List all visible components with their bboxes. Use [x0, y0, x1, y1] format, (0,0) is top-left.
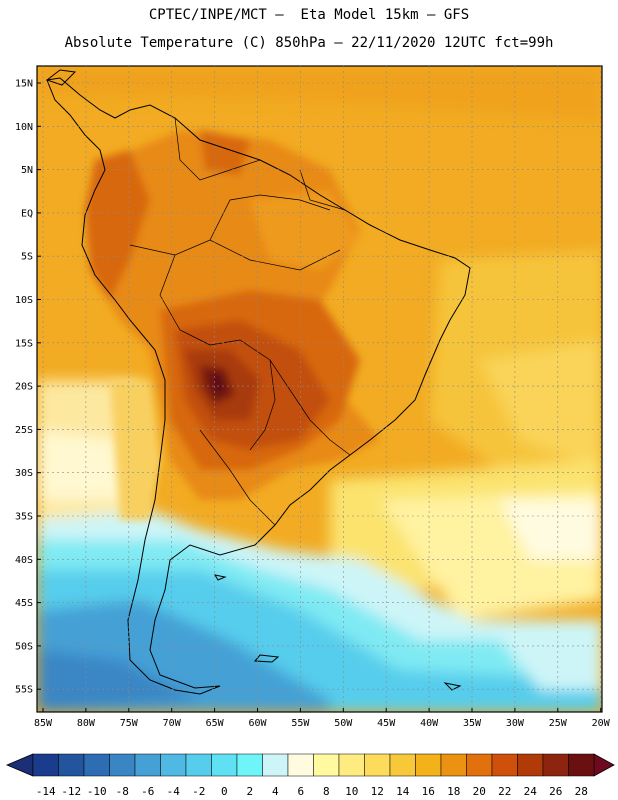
colorbar-swatch	[134, 753, 161, 777]
colorbar-swatch	[262, 753, 289, 777]
colorbar-left-arrow	[5, 753, 34, 777]
colorbar-label: -2	[192, 785, 205, 798]
lat-label: 15S	[15, 338, 33, 349]
coastline-outline	[45, 69, 471, 695]
temperature-field	[37, 66, 602, 712]
lon-label: 25W	[549, 718, 568, 729]
colorbar-label: 2	[246, 785, 253, 798]
lat-lon-gridlines	[37, 66, 602, 712]
lat-label: 5S	[21, 252, 33, 263]
lon-label: 20W	[592, 718, 611, 729]
colorbar-swatch	[58, 753, 85, 777]
lon-label: 30W	[506, 718, 525, 729]
chart-title-line-1: CPTEC/INPE/MCT – Eta Model 15km – GFS	[148, 7, 470, 23]
lat-label: 15N	[15, 79, 33, 90]
lat-label: 5N	[21, 165, 33, 176]
lat-label: 35S	[15, 512, 33, 523]
latitude-axis: 15N 10N 5N EQ 5S 10S 15S 20S 25S 30S 35S 40S 45S 50S 5…	[15, 79, 41, 696]
lat-label: 45S	[15, 598, 33, 609]
colorbar-swatch	[440, 753, 467, 777]
colorbar-label: 18	[447, 785, 460, 798]
lon-label: 60W	[248, 718, 267, 729]
lat-label: 20S	[15, 382, 33, 393]
colorbar-swatch	[211, 753, 238, 777]
colorbar-swatch	[109, 753, 136, 777]
lat-label: 55S	[15, 685, 33, 696]
longitude-axis: 85W 80W 75W 70W 65W 60W 55W 50W 45W 40W 35W 30W 25W 2…	[34, 708, 611, 729]
colorbar-label: -12	[61, 785, 81, 798]
colorbar-swatch	[32, 753, 59, 777]
colorbar: -14 -12 -10 -8 -6 -4 -2 0 2 4 6 8 10 12 14 16 18 20 22 24 26…	[5, 753, 615, 798]
colorbar-label: 14	[396, 785, 410, 798]
colorbar-label: 24	[524, 785, 538, 798]
lon-label: 80W	[77, 718, 96, 729]
lon-label: 55W	[291, 718, 310, 729]
colorbar-label: 10	[345, 785, 358, 798]
colorbar-label: 20	[473, 785, 486, 798]
lat-label: EQ	[21, 208, 33, 219]
colorbar-swatch	[364, 753, 391, 777]
colorbar-label: 12	[371, 785, 384, 798]
colorbar-label: 0	[221, 785, 228, 798]
colorbar-swatch	[568, 753, 595, 777]
colorbar-swatch	[389, 753, 416, 777]
country-borders	[129, 117, 351, 526]
colorbar-swatch	[542, 753, 569, 777]
colorbar-label: 26	[549, 785, 562, 798]
lat-label: 30S	[15, 468, 33, 479]
lon-label: 50W	[334, 718, 353, 729]
colorbar-swatch	[313, 753, 340, 777]
plot-frame	[36, 65, 603, 713]
lat-label: 25S	[15, 425, 33, 436]
lat-label: 40S	[15, 555, 33, 566]
colorbar-swatch	[236, 753, 263, 777]
lon-label: 40W	[420, 718, 439, 729]
colorbar-label: -6	[141, 785, 154, 798]
lat-label: 50S	[15, 641, 33, 652]
colorbar-label: 4	[272, 785, 279, 798]
colorbar-swatch	[185, 753, 212, 777]
colorbar-label: 8	[323, 785, 330, 798]
colorbar-label: -4	[167, 785, 181, 798]
colorbar-label: -10	[87, 785, 107, 798]
colorbar-swatch	[83, 753, 110, 777]
colorbar-swatch	[491, 753, 518, 777]
colorbar-swatch	[415, 753, 442, 777]
lon-label: 75W	[120, 718, 139, 729]
lat-label: 10N	[15, 122, 33, 133]
colorbar-right-arrow	[593, 753, 615, 777]
colorbar-swatch	[338, 753, 365, 777]
colorbar-swatch	[287, 753, 314, 777]
chart-title-line-2: Absolute Temperature (C) 850hPa – 22/11/…	[64, 35, 554, 51]
colorbar-label: -14	[36, 785, 56, 798]
lat-label: 10S	[15, 295, 33, 306]
colorbar-label: 22	[498, 785, 511, 798]
colorbar-label: 6	[297, 785, 304, 798]
lon-label: 45W	[377, 718, 396, 729]
colorbar-label: 16	[422, 785, 435, 798]
lon-label: 65W	[206, 718, 225, 729]
colorbar-swatch	[466, 753, 493, 777]
lon-label: 70W	[163, 718, 182, 729]
colorbar-label: 28	[575, 785, 588, 798]
colorbar-swatch	[517, 753, 544, 777]
colorbar-label: -8	[116, 785, 129, 798]
colorbar-swatch	[160, 753, 187, 777]
lon-label: 85W	[34, 718, 53, 729]
lon-label: 35W	[463, 718, 482, 729]
